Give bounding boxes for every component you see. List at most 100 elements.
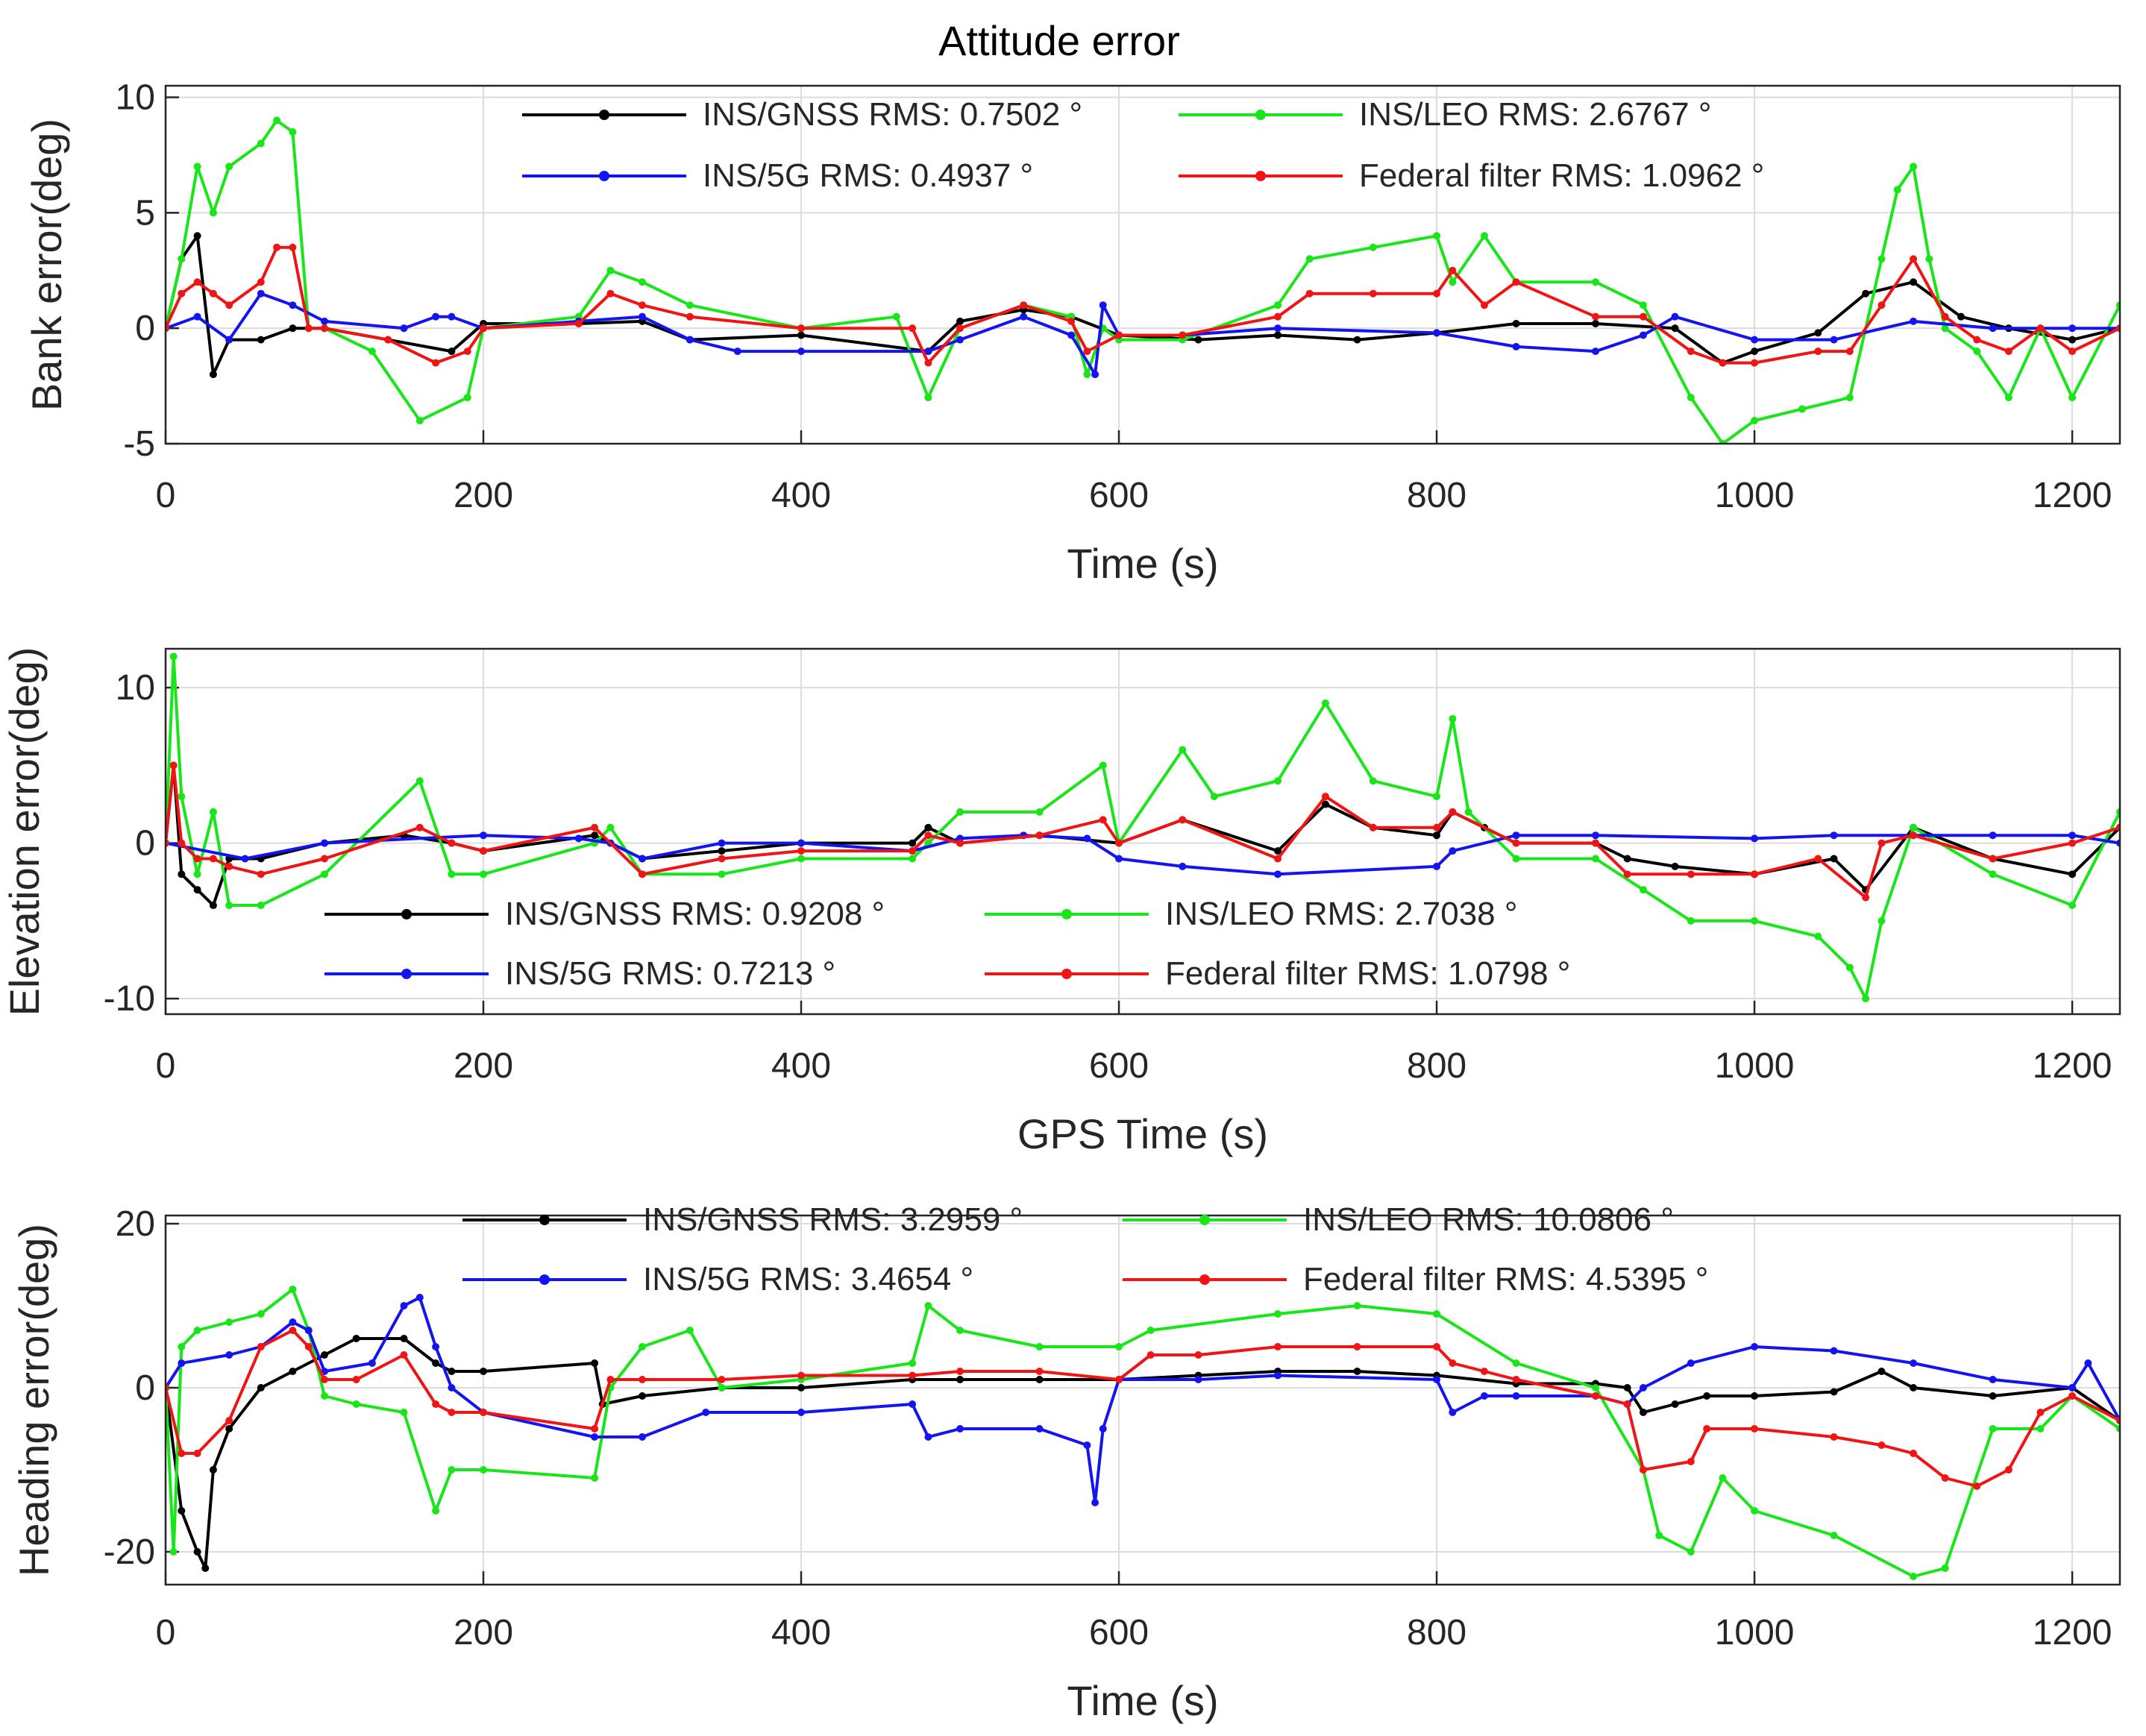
data-point-ins-leo: [1639, 886, 1647, 894]
data-point-ins-leo: [321, 870, 329, 878]
data-point-ins-leo: [1814, 932, 1822, 940]
y-tick-label: 10: [116, 78, 155, 117]
data-point-ins-5g: [1751, 1343, 1759, 1350]
data-point-ins-5g: [797, 839, 806, 847]
data-point-federal-filter: [1480, 301, 1488, 309]
data-point-ins-leo: [591, 1474, 599, 1482]
data-point-ins-5g: [178, 1359, 186, 1367]
data-point-federal-filter: [1592, 312, 1600, 321]
data-point-ins-gnss: [1194, 336, 1202, 344]
data-point-ins-gnss: [1862, 289, 1870, 298]
data-point-ins-gnss: [257, 1384, 265, 1391]
data-point-ins-gnss: [1671, 1400, 1679, 1408]
data-point-ins-leo: [1353, 1302, 1361, 1309]
x-tick-label: 0: [156, 1613, 176, 1652]
data-point-federal-filter: [797, 847, 806, 855]
data-point-ins-5g: [1910, 1359, 1918, 1367]
data-point-ins-5g: [1067, 331, 1076, 339]
data-point-federal-filter: [2004, 1466, 2012, 1474]
data-point-ins-leo: [1845, 963, 1854, 972]
data-point-ins-gnss: [1353, 1368, 1361, 1375]
data-point-federal-filter: [1369, 823, 1377, 831]
x-tick-label: 0: [156, 1046, 176, 1086]
data-point-ins-gnss: [2068, 870, 2077, 878]
data-point-ins-leo: [1989, 870, 1997, 878]
data-point-ins-5g: [2068, 324, 2077, 333]
data-point-federal-filter: [289, 1327, 297, 1334]
axes-frame: [164, 1214, 2121, 1586]
data-point-ins-gnss: [193, 886, 201, 894]
data-point-ins-5g: [225, 336, 233, 344]
data-point-federal-filter: [1194, 1351, 1202, 1359]
data-point-ins-5g: [1115, 855, 1123, 863]
data-point-federal-filter: [1910, 831, 1918, 840]
data-point-ins-leo: [909, 855, 917, 863]
data-point-ins-5g: [924, 347, 932, 356]
data-point-ins-leo: [1433, 1310, 1441, 1318]
x-tick-label: 400: [771, 1046, 831, 1086]
data-point-ins-5g: [1449, 847, 1457, 855]
data-point-ins-leo: [1083, 371, 1091, 379]
data-point-federal-filter: [1845, 347, 1854, 356]
data-point-ins-leo: [1639, 301, 1647, 309]
data-point-federal-filter: [1941, 1474, 1949, 1482]
data-point-ins-gnss: [1623, 855, 1631, 863]
data-point-federal-filter: [321, 855, 329, 863]
data-point-federal-filter: [321, 324, 329, 333]
series-group: [166, 652, 2120, 1003]
y-tick-label: 0: [135, 824, 155, 864]
data-point-ins-5g: [1639, 1384, 1647, 1391]
legend-label-federal-filter: Federal filter RMS: 1.0962 °: [1359, 157, 1764, 194]
data-point-federal-filter: [463, 347, 471, 356]
data-point-ins-leo: [1035, 808, 1044, 816]
data-point-ins-leo: [1321, 699, 1329, 707]
legend-label-ins-leo: INS/LEO RMS: 10.0806 °: [1303, 1201, 1674, 1238]
data-point-federal-filter: [1115, 839, 1123, 847]
data-point-ins-5g: [909, 1400, 917, 1408]
data-point-federal-filter: [924, 359, 932, 367]
legend-marker-ins-5g: [539, 1274, 550, 1285]
data-point-federal-filter: [1067, 317, 1076, 325]
data-point-federal-filter: [1623, 1400, 1631, 1408]
data-point-ins-gnss: [1512, 319, 1520, 327]
data-point-federal-filter: [448, 1409, 456, 1416]
data-point-ins-5g: [1989, 831, 1997, 840]
data-point-ins-leo: [169, 652, 178, 661]
data-point-ins-5g: [2068, 831, 2077, 840]
x-tick-label: 1200: [2033, 1613, 2112, 1652]
legend-label-federal-filter: Federal filter RMS: 1.0798 °: [1165, 955, 1570, 992]
data-point-ins-5g: [639, 1433, 647, 1441]
data-point-federal-filter: [1115, 331, 1123, 339]
data-point-ins-gnss: [639, 1392, 647, 1400]
data-point-ins-leo: [909, 1359, 917, 1367]
data-point-federal-filter: [304, 324, 313, 333]
data-point-ins-gnss: [321, 1351, 329, 1359]
y-tick-label: 20: [116, 1204, 155, 1244]
data-point-ins-gnss: [1830, 1388, 1838, 1396]
data-point-ins-gnss: [178, 1507, 186, 1515]
data-point-federal-filter: [1751, 359, 1759, 367]
data-point-federal-filter: [384, 336, 392, 344]
plot-area: [166, 86, 2120, 444]
legend-label-ins-leo: INS/LEO RMS: 2.6767 °: [1359, 96, 1711, 133]
data-point-ins-gnss: [1751, 347, 1759, 356]
data-point-ins-leo: [718, 870, 726, 878]
data-point-ins-5g: [1830, 1347, 1838, 1355]
data-point-ins-leo: [2036, 1425, 2045, 1432]
data-point-ins-leo: [1719, 1474, 1727, 1482]
data-point-ins-leo: [1179, 746, 1187, 754]
data-point-ins-5g: [1639, 331, 1647, 339]
data-point-ins-leo: [1433, 232, 1441, 240]
data-point-ins-leo: [1512, 855, 1520, 863]
data-point-ins-gnss: [1830, 855, 1838, 863]
y-axis-title: Elevation error(deg): [1, 647, 48, 1016]
legend-label-ins-gnss: INS/GNSS RMS: 0.7502 °: [703, 96, 1082, 133]
data-point-federal-filter: [924, 831, 932, 840]
data-point-federal-filter: [1274, 855, 1282, 863]
data-point-federal-filter: [1687, 1458, 1695, 1465]
legend-marker-ins-5g: [401, 969, 412, 979]
data-point-ins-5g: [1091, 371, 1099, 379]
data-point-federal-filter: [178, 289, 186, 298]
data-point-federal-filter: [1020, 301, 1028, 309]
